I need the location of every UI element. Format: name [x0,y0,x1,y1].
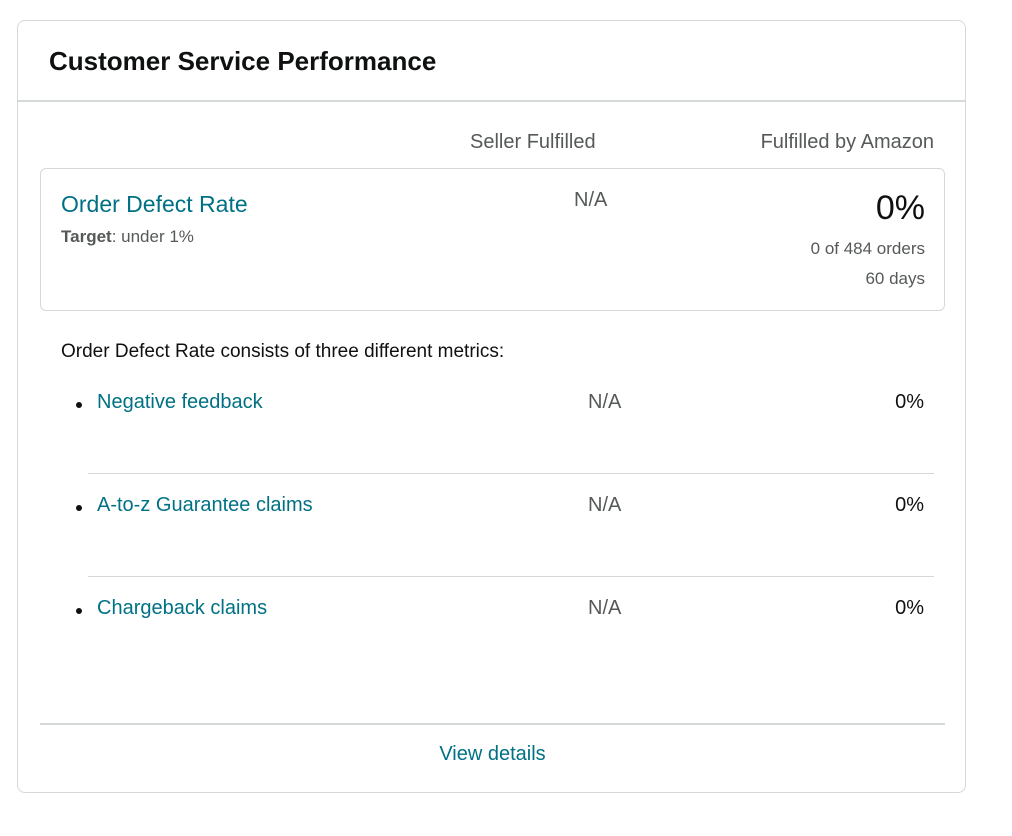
odr-target-label: Target [61,227,112,246]
metric-row-chargeback-claims: Chargeback claims N/A 0% [76,577,934,680]
order-defect-rate-link[interactable]: Order Defect Rate [61,191,248,217]
odr-period: 60 days [865,269,925,288]
a-to-z-seller-value: N/A [588,494,622,516]
odr-orders-count: 0 of 484 orders [810,239,925,258]
bullet-icon [76,402,82,408]
metric-row-a-to-z-claims: A-to-z Guarantee claims N/A 0% [76,474,934,577]
odr-seller-value: N/A [574,189,608,211]
a-to-z-guarantee-claims-link[interactable]: A-to-z Guarantee claims [97,494,313,516]
chargeback-seller-value: N/A [588,597,622,619]
a-to-z-fba-value: 0% [895,494,924,516]
bullet-icon [76,608,82,614]
bullet-icon [76,505,82,511]
card-header: Customer Service Performance [18,21,965,102]
footer-divider [40,723,945,725]
chargeback-claims-link[interactable]: Chargeback claims [97,597,268,619]
odr-metrics-intro: Order Defect Rate consists of three diff… [61,341,505,362]
chargeback-fba-value: 0% [895,597,924,619]
negative-feedback-link[interactable]: Negative feedback [97,391,263,413]
column-header-fulfilled-by-amazon: Fulfilled by Amazon [760,131,934,153]
negative-feedback-fba-value: 0% [895,391,924,413]
odr-target: Target: under 1% [61,227,194,247]
odr-target-value: : under 1% [111,227,194,246]
metric-row-negative-feedback: Negative feedback N/A 0% [76,371,934,474]
column-header-seller-fulfilled: Seller Fulfilled [470,131,596,153]
negative-feedback-seller-value: N/A [588,391,622,413]
card-title: Customer Service Performance [49,46,437,76]
view-details-link[interactable]: View details [439,743,546,765]
order-defect-rate-summary: Order Defect Rate Target: under 1% N/A 0… [40,168,945,311]
customer-service-performance-card: Customer Service Performance Seller Fulf… [17,20,966,793]
odr-fba-rate: 0% [875,189,925,227]
